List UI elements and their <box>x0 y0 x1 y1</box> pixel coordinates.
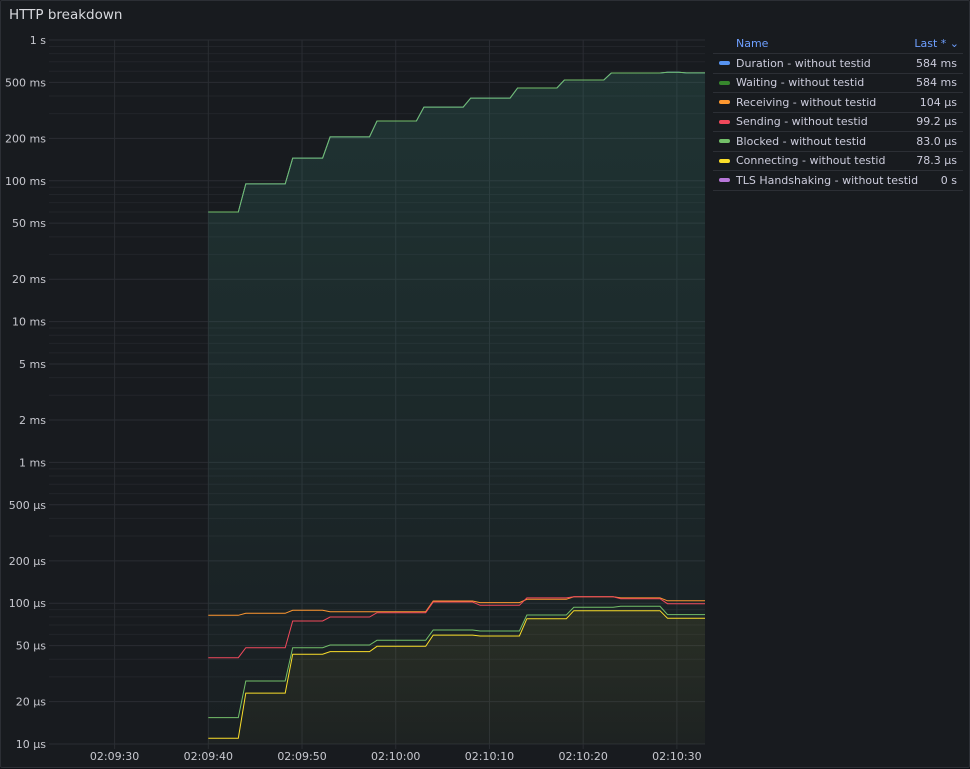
x-tick-label: 02:10:00 <box>371 750 420 763</box>
legend-row[interactable]: Blocked - without testid 83.0 µs <box>713 132 963 152</box>
y-tick-label: 200 ms <box>5 132 46 145</box>
y-tick-label: 5 ms <box>19 358 46 371</box>
y-tick-label: 1 s <box>30 34 46 47</box>
y-tick-label: 2 ms <box>19 414 46 427</box>
series-area-fill <box>208 72 706 745</box>
legend-last-value: 83.0 µs <box>916 134 957 148</box>
y-tick-label: 1 ms <box>19 456 46 469</box>
legend-last-value: 78.3 µs <box>916 154 957 168</box>
legend-last-value: 99.2 µs <box>916 115 957 129</box>
series-color-swatch[interactable] <box>719 158 730 163</box>
legend-row[interactable]: TLS Handshaking - without testid 0 s <box>713 171 963 191</box>
series-line-sending[interactable] <box>208 596 705 659</box>
y-tick-label: 500 µs <box>9 499 46 512</box>
legend-table: Name Last * ⌄ Duration - without testid 5… <box>713 33 963 191</box>
series-line-connecting[interactable] <box>208 610 705 739</box>
legend-series-name[interactable]: Blocked - without testid <box>736 134 867 148</box>
series-color-swatch[interactable] <box>719 80 730 85</box>
x-tick-label: 02:09:40 <box>184 750 233 763</box>
legend-last-value: 0 s <box>940 173 957 187</box>
y-tick-label: 20 µs <box>16 696 46 709</box>
legend-header: Name Last * ⌄ <box>713 33 963 54</box>
legend-series-name[interactable]: Sending - without testid <box>736 115 868 129</box>
legend-last-value: 584 ms <box>916 76 957 90</box>
series-line-waiting[interactable] <box>208 71 705 213</box>
area-fills <box>208 72 706 745</box>
y-tick-label: 100 ms <box>5 175 46 188</box>
x-tick-label: 02:10:20 <box>558 750 607 763</box>
series-color-swatch[interactable] <box>719 100 730 105</box>
y-tick-label: 20 ms <box>12 273 46 286</box>
series-line-blocked[interactable] <box>208 605 705 719</box>
legend-series-name[interactable]: TLS Handshaking - without testid <box>736 173 919 187</box>
series-area-fill <box>208 610 706 744</box>
legend-row[interactable]: Sending - without testid 99.2 µs <box>713 113 963 132</box>
x-tick-label: 02:09:30 <box>90 750 139 763</box>
legend-last-value: 584 ms <box>916 56 957 70</box>
y-tick-label: 100 µs <box>9 597 46 610</box>
series-color-swatch[interactable] <box>719 119 730 124</box>
legend-row[interactable]: Connecting - without testid 78.3 µs <box>713 152 963 171</box>
legend-row[interactable]: Waiting - without testid 584 ms <box>713 74 963 93</box>
legend-row[interactable]: Duration - without testid 584 ms <box>713 54 963 74</box>
x-axis: 02:09:30 02:09:40 02:09:50 02:10:00 02:10:10… <box>90 750 702 763</box>
series-lines <box>208 71 705 739</box>
legend-header-last-sort[interactable]: Last * ⌄ <box>914 36 959 50</box>
series-color-swatch[interactable] <box>719 178 730 183</box>
legend-series-name[interactable]: Waiting - without testid <box>736 76 865 90</box>
legend-series-name[interactable]: Connecting - without testid <box>736 154 886 168</box>
y-axis: 1 s 500 ms 200 ms 100 ms 50 ms 20 ms 10 ms 5 ms… <box>5 34 46 751</box>
y-tick-label: 50 ms <box>12 217 46 230</box>
x-tick-label: 02:09:50 <box>277 750 326 763</box>
legend-series-name[interactable]: Duration - without testid <box>736 56 871 70</box>
y-tick-label: 10 ms <box>12 316 46 329</box>
x-tick-label: 02:10:30 <box>652 750 701 763</box>
legend-header-name[interactable]: Name <box>736 36 769 50</box>
legend-last-value: 104 µs <box>919 95 957 109</box>
legend-series-name[interactable]: Receiving - without testid <box>736 95 877 109</box>
y-tick-label: 200 µs <box>9 555 46 568</box>
legend-row[interactable]: Receiving - without testid 104 µs <box>713 93 963 113</box>
y-tick-label: 10 µs <box>16 738 46 751</box>
panel-title[interactable]: HTTP breakdown <box>9 7 123 23</box>
x-tick-label: 02:10:10 <box>465 750 514 763</box>
y-tick-label: 500 ms <box>5 76 46 89</box>
series-color-swatch[interactable] <box>719 139 730 144</box>
y-tick-label: 50 µs <box>16 640 46 653</box>
series-color-swatch[interactable] <box>719 61 730 66</box>
